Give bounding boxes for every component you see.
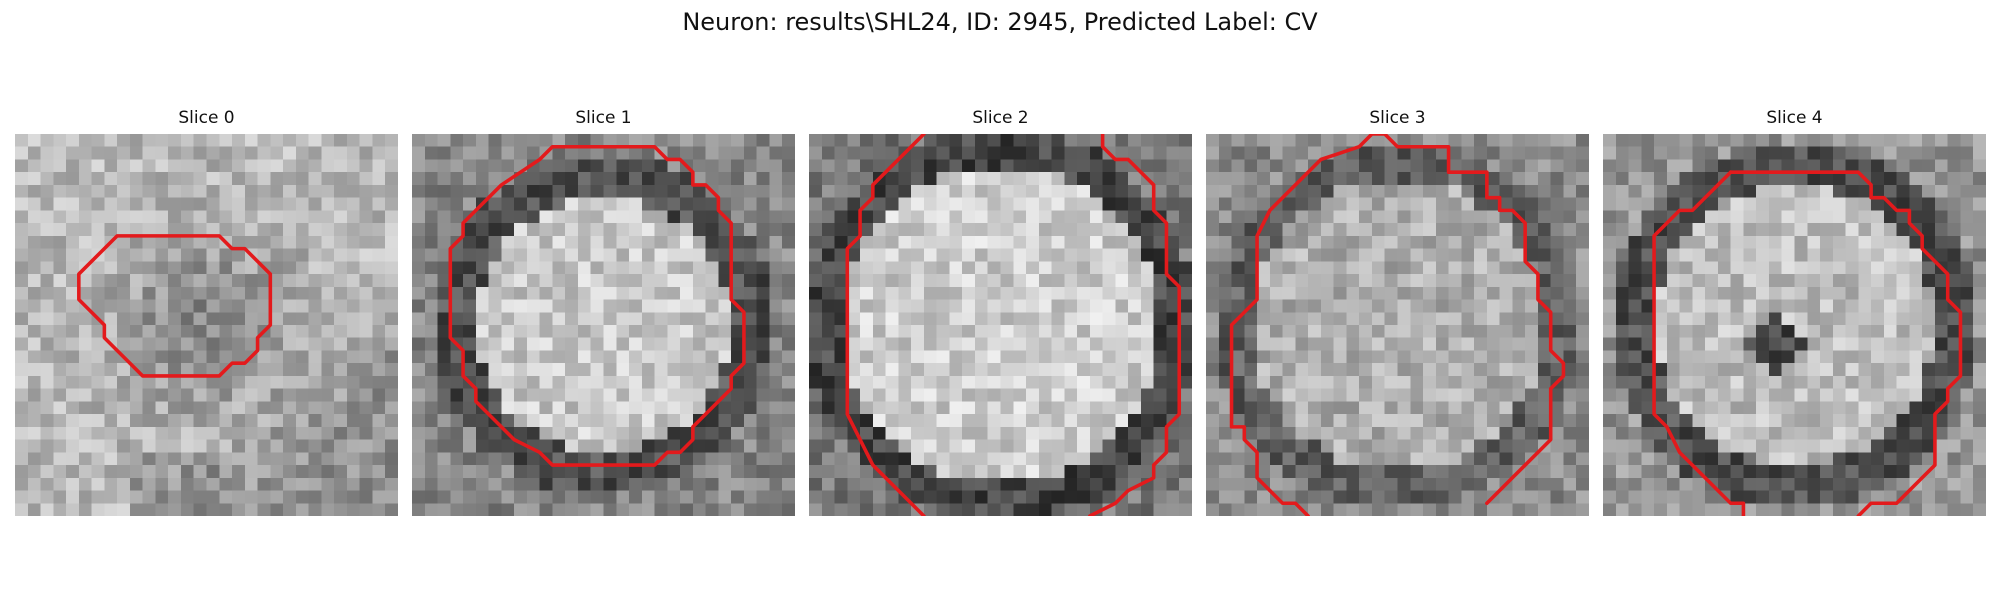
slice-image [1206,134,1589,516]
contour-line [448,144,746,467]
contour-overlay [1229,134,1566,516]
contour-overlay [1652,170,1963,516]
contour-line [77,234,273,378]
slice-title: Slice 0 [178,108,235,128]
contour-overlay [845,134,1182,516]
slice-panel-0: Slice 0 [15,108,398,528]
grayscale-image [1206,134,1589,516]
slice-title: Slice 3 [1369,108,1426,128]
slice-panel-1: Slice 1 [412,108,795,528]
figure-title: Neuron: results\SHL24, ID: 2945, Predict… [682,8,1318,36]
slice-image [15,134,398,516]
contour-overlay [448,144,746,467]
slice-image [412,134,795,516]
slice-panel-4: Slice 4 [1603,108,1986,528]
contour-line-right [1088,134,1182,516]
contour-line [1728,170,1963,516]
slice-panels: Slice 0 Slice 1 Slice 2 Slice 3 [0,108,2000,528]
contour-line [845,134,926,516]
slice-title: Slice 1 [575,108,632,128]
contour-line [1229,134,1566,506]
contour-line-bottom-left [1268,488,1310,516]
slice-image [1603,134,1986,516]
slice-panel-2: Slice 2 [809,108,1192,528]
grayscale-image [1603,134,1986,516]
slice-panel-3: Slice 3 [1206,108,1589,528]
contour-overlay [77,234,273,378]
slice-title: Slice 4 [1766,108,1823,128]
contour-line-left [1652,170,1746,516]
slice-title: Slice 2 [972,108,1029,128]
grayscale-image [412,134,795,516]
grayscale-image [15,134,398,516]
slice-image [809,134,1192,516]
